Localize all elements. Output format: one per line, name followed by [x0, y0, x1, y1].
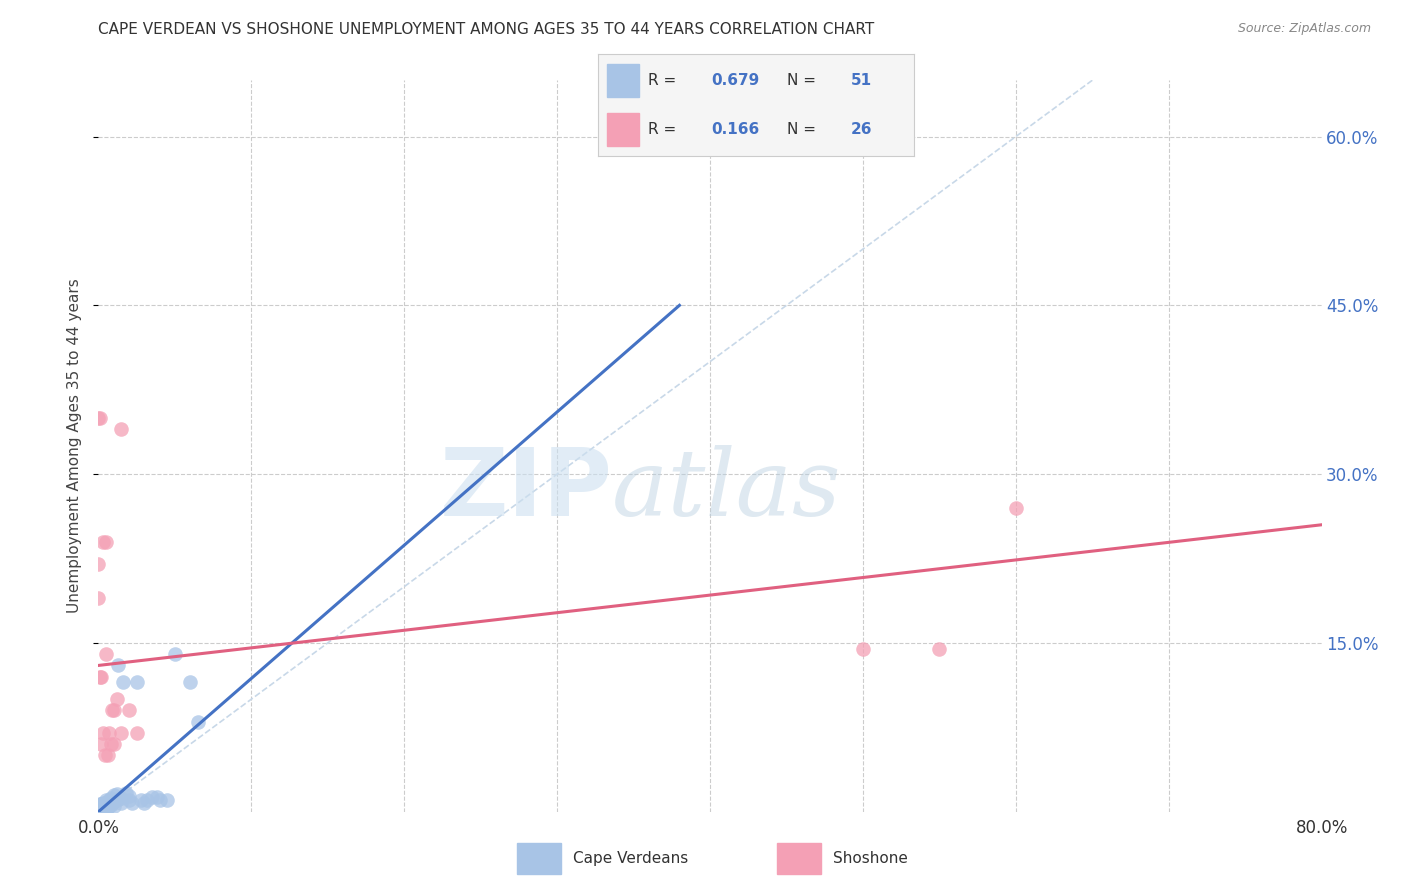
Point [145, 790, 167, 805]
Point [94, 793, 117, 807]
FancyBboxPatch shape [517, 843, 561, 874]
Point [103, 799, 125, 814]
Point [98, 793, 121, 807]
Point [89, 410, 111, 425]
Text: Cape Verdeans: Cape Verdeans [574, 851, 689, 866]
Point [94, 647, 117, 661]
Point [103, 703, 125, 717]
Text: Shoshone: Shoshone [832, 851, 908, 866]
Point [89, 797, 111, 811]
Point [97, 800, 120, 814]
Point [179, 675, 201, 690]
Point [118, 793, 141, 807]
Point [94, 534, 117, 549]
Point [91, 534, 114, 549]
Point [94, 797, 117, 812]
Point [93, 799, 115, 814]
Text: R =: R = [648, 72, 676, 87]
Point [149, 793, 172, 807]
Point [105, 787, 128, 801]
Text: N =: N = [787, 72, 817, 87]
Point [187, 714, 209, 729]
Point [115, 786, 138, 800]
Text: 26: 26 [851, 122, 872, 137]
Point [98, 726, 121, 740]
Point [93, 802, 115, 816]
Point [91, 801, 114, 815]
Point [129, 793, 152, 807]
Point [105, 692, 128, 706]
FancyBboxPatch shape [607, 113, 638, 145]
FancyBboxPatch shape [607, 64, 638, 96]
Point [852, 641, 875, 656]
Point [89, 801, 111, 815]
Point [103, 737, 125, 751]
Point [90, 801, 112, 815]
Point [97, 748, 120, 763]
Point [103, 793, 125, 807]
Point [93, 748, 115, 763]
Point [91, 726, 114, 740]
Text: 51: 51 [851, 72, 872, 87]
Point [91, 796, 114, 810]
Text: atlas: atlas [612, 445, 842, 535]
Point [100, 797, 122, 812]
Point [94, 802, 117, 816]
Text: 0.166: 0.166 [711, 122, 759, 137]
Point [118, 703, 141, 717]
Point [97, 795, 120, 809]
Point [111, 675, 134, 690]
Text: 0.679: 0.679 [711, 72, 759, 87]
Point [90, 797, 112, 811]
Point [90, 799, 112, 814]
Point [125, 675, 148, 690]
Point [91, 797, 114, 812]
Point [98, 799, 121, 814]
Point [89, 805, 111, 819]
Point [90, 670, 112, 684]
FancyBboxPatch shape [778, 843, 821, 874]
Point [110, 796, 132, 810]
Point [141, 790, 163, 805]
Point [87, 557, 110, 571]
Point [105, 793, 128, 807]
Text: R =: R = [648, 122, 676, 137]
Point [90, 804, 112, 818]
Point [101, 703, 124, 717]
Point [110, 791, 132, 805]
Point [87, 805, 110, 819]
Point [118, 789, 141, 803]
Point [125, 726, 148, 740]
Y-axis label: Unemployment Among Ages 35 to 44 years: Unemployment Among Ages 35 to 44 years [67, 278, 83, 614]
Point [91, 804, 114, 818]
Point [163, 647, 186, 661]
Point [89, 670, 111, 684]
Point [134, 796, 156, 810]
Point [87, 410, 110, 425]
Point [928, 641, 950, 656]
Point [136, 793, 159, 807]
Point [121, 796, 143, 810]
Point [1004, 500, 1026, 515]
Point [110, 726, 132, 740]
Point [110, 422, 132, 436]
Point [90, 737, 112, 751]
Text: ZIP: ZIP [439, 444, 612, 536]
Text: N =: N = [787, 122, 817, 137]
Point [107, 658, 129, 673]
Text: Source: ZipAtlas.com: Source: ZipAtlas.com [1237, 22, 1371, 36]
Point [100, 791, 122, 805]
Point [93, 796, 115, 810]
Point [156, 793, 179, 807]
Point [101, 796, 124, 810]
Point [87, 802, 110, 816]
Point [100, 737, 122, 751]
Point [87, 591, 110, 605]
Point [87, 799, 110, 814]
Point [103, 788, 125, 802]
Text: CAPE VERDEAN VS SHOSHONE UNEMPLOYMENT AMONG AGES 35 TO 44 YEARS CORRELATION CHAR: CAPE VERDEAN VS SHOSHONE UNEMPLOYMENT AM… [98, 22, 875, 37]
